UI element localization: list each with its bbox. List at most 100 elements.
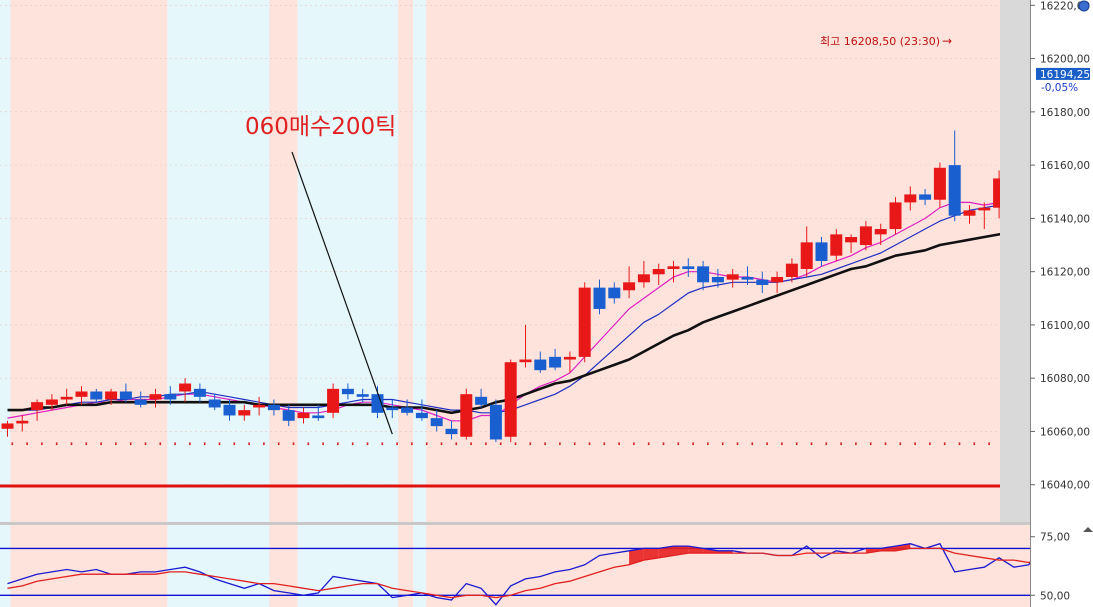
candle-body-32 — [475, 396, 488, 405]
level-dot-64 — [958, 442, 961, 446]
level-dot-59 — [884, 442, 887, 446]
candle-body-65 — [963, 210, 976, 216]
price-axis-ticks: 16040,00 16060,00 16080,00 16100,00 16120,00… — [1030, 0, 1090, 492]
session-band-7 — [426, 0, 994, 522]
level-dot-21 — [322, 442, 324, 446]
level-dot-49 — [736, 442, 739, 446]
level-dot-25 — [381, 442, 384, 446]
session-band-6 — [413, 0, 427, 522]
level-dot-17 — [263, 442, 265, 446]
indicator-tick-label-50: 50,00 — [1040, 590, 1070, 602]
price-tick-label-16040: 16040,00 — [1040, 480, 1090, 492]
level-dot-4 — [70, 442, 73, 446]
price-tick-label-16080: 16080,00 — [1040, 373, 1090, 385]
indicator-axis-ticks: 50,00 75,00 — [1030, 532, 1070, 602]
candle-body-46 — [682, 266, 695, 269]
level-dot-5 — [85, 442, 88, 446]
level-dot-61 — [914, 442, 916, 446]
level-dot-23 — [351, 442, 354, 446]
indicator-tick-label-75: 75,00 — [1040, 532, 1070, 544]
candle-body-9 — [134, 399, 147, 405]
indicator-fill-44 — [658, 546, 674, 558]
trade-annotation-label: 060매수200틱 — [245, 114, 396, 140]
candle-body-25 — [371, 394, 384, 413]
candle-body-53 — [785, 263, 798, 277]
level-dot-27 — [411, 442, 413, 446]
price-change-label: -0,05% — [1041, 82, 1078, 94]
candle-body-47 — [697, 266, 710, 283]
candle-body-7 — [105, 391, 118, 400]
pane-collapse-button[interactable] — [1083, 527, 1093, 532]
level-dot-28 — [425, 442, 428, 446]
session-band-2 — [167, 0, 270, 522]
level-dot-3 — [55, 442, 58, 446]
level-dot-46 — [692, 442, 694, 446]
candle-body-57 — [845, 237, 858, 243]
level-dot-13 — [203, 442, 206, 446]
level-dot-37 — [559, 442, 561, 446]
candle-body-40 — [593, 287, 606, 309]
indicator-band-0 — [0, 525, 11, 607]
level-dot-7 — [115, 442, 117, 446]
price-tick-label-16120: 16120,00 — [1040, 267, 1090, 279]
candle-body-35 — [519, 359, 532, 363]
price-tick-label-16100: 16100,00 — [1040, 320, 1090, 332]
level-dot-66 — [988, 442, 990, 446]
price-tick-label-16140: 16140,00 — [1040, 213, 1090, 225]
candle-body-16 — [238, 410, 251, 416]
level-dot-63 — [943, 442, 946, 446]
level-dot-8 — [129, 442, 132, 446]
level-dot-12 — [189, 442, 191, 446]
level-dot-55 — [825, 442, 828, 446]
level-dot-56 — [840, 442, 842, 446]
high-price-marker-label: 최고 16208,50 (23:30) — [820, 35, 940, 48]
candle-body-37 — [549, 356, 562, 368]
price-tick-label-16180: 16180,00 — [1040, 107, 1090, 119]
candle-body-45 — [667, 266, 680, 269]
level-dot-40 — [603, 442, 606, 446]
level-dot-29 — [440, 442, 443, 446]
candle-body-42 — [623, 282, 636, 291]
candle-body-52 — [771, 276, 784, 283]
candle-body-38 — [563, 356, 576, 360]
session-band-5 — [398, 0, 414, 522]
candle-body-36 — [534, 359, 547, 371]
candle-body-27 — [401, 407, 414, 413]
candle-body-5 — [75, 391, 88, 397]
level-dot-57 — [855, 442, 857, 446]
candle-body-54 — [800, 242, 813, 269]
price-tick-label-16060: 16060,00 — [1040, 426, 1090, 438]
level-dot-0 — [11, 442, 14, 446]
candle-body-51 — [756, 279, 769, 285]
indicator-line-0 — [7, 538, 1074, 606]
candle-body-11 — [164, 394, 177, 400]
session-band-3 — [269, 0, 298, 522]
candle-body-24 — [356, 394, 369, 397]
candle-body-15 — [223, 404, 236, 416]
indicator-band-7 — [426, 525, 994, 607]
indicator-band-5 — [398, 525, 414, 607]
level-dot-15 — [233, 442, 236, 446]
candle-body-55 — [815, 242, 828, 261]
level-dot-38 — [573, 442, 576, 446]
candle-body-59 — [874, 229, 887, 235]
candle-body-39 — [578, 287, 591, 357]
level-dot-44 — [662, 442, 665, 446]
price-tick-label-16200: 16200,00 — [1040, 54, 1090, 66]
level-dot-48 — [721, 442, 724, 446]
level-dot-18 — [277, 442, 280, 446]
candle-body-23 — [341, 388, 354, 395]
level-dot-19 — [292, 442, 295, 446]
level-dot-2 — [41, 442, 43, 446]
candle-body-10 — [149, 394, 162, 400]
level-dot-16 — [248, 442, 250, 446]
indicator-fill-43 — [643, 548, 659, 561]
level-dot-36 — [544, 442, 546, 446]
candle-body-33 — [489, 404, 502, 440]
level-dot-52 — [781, 442, 783, 446]
settings-button[interactable] — [1078, 0, 1090, 12]
candle-body-56 — [830, 234, 843, 256]
indicator-band-2 — [167, 525, 270, 607]
pane-separator[interactable] — [0, 522, 1030, 525]
